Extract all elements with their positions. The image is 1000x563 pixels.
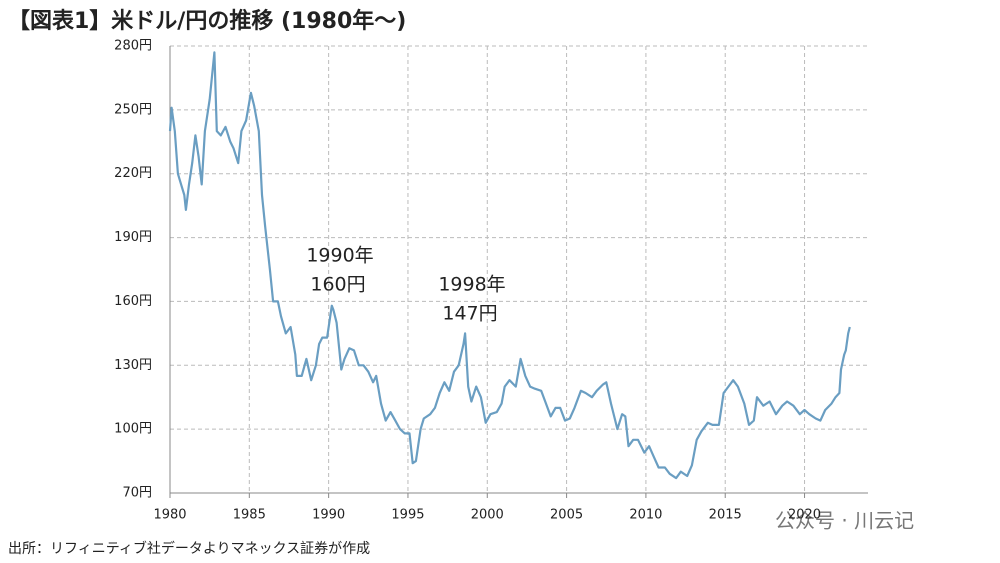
x-tick-label: 2005 bbox=[550, 508, 583, 523]
y-tick-label: 250円 bbox=[114, 102, 152, 117]
y-tick-label: 100円 bbox=[114, 422, 152, 437]
watermark: 公众号 · 川云记 bbox=[775, 509, 914, 533]
y-tick-label: 280円 bbox=[114, 39, 152, 54]
x-tick-label: 1995 bbox=[391, 508, 424, 523]
x-tick-label: 2015 bbox=[709, 508, 742, 523]
x-tick-label: 2000 bbox=[471, 508, 504, 523]
annotation: 147円 bbox=[442, 303, 497, 325]
annotation: 1998年 bbox=[438, 274, 505, 296]
source-note: 出所：リフィニティブ社データよりマネックス証券が作成 bbox=[8, 540, 370, 557]
annotation: 1990年 bbox=[306, 245, 373, 267]
y-tick-label: 220円 bbox=[114, 166, 152, 181]
y-tick-label: 190円 bbox=[114, 230, 152, 245]
y-tick-label: 130円 bbox=[114, 358, 152, 373]
annotation: 160円 bbox=[310, 274, 365, 296]
x-tick-label: 1980 bbox=[153, 508, 186, 523]
y-tick-label: 70円 bbox=[122, 486, 152, 501]
x-tick-label: 1990 bbox=[312, 508, 345, 523]
x-tick-label: 2010 bbox=[629, 508, 662, 523]
x-tick-label: 2020 bbox=[788, 508, 821, 523]
y-tick-label: 160円 bbox=[114, 294, 152, 309]
x-tick-label: 1985 bbox=[233, 508, 266, 523]
data-line bbox=[168, 51, 851, 480]
chart-title: 【図表1】米ドル/円の推移 (1980年～) bbox=[8, 8, 406, 34]
